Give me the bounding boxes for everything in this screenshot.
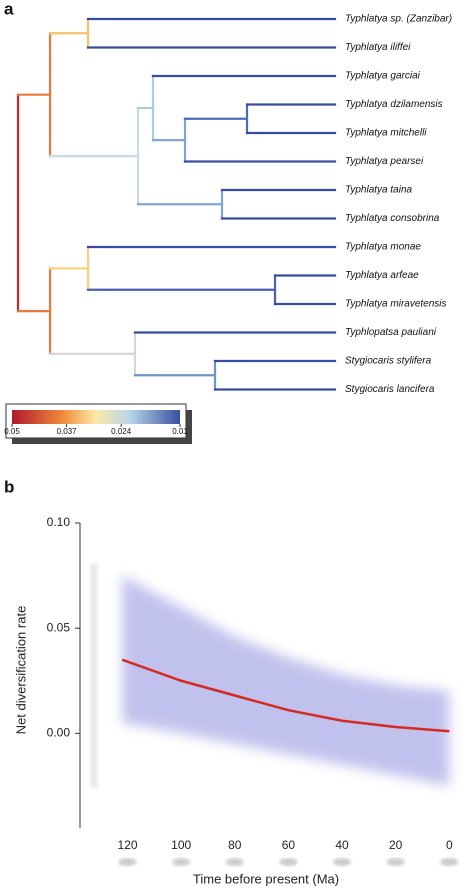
x-tick-label: 40 — [335, 838, 349, 852]
phylogeny: Typhlatya sp. (Zanzibar) Typhlatya iliffe… — [15, 14, 452, 395]
x-tick-shadow — [279, 858, 298, 866]
panel-label: b — [4, 477, 14, 496]
x-tick-label: 120 — [118, 838, 138, 852]
colorbar-tick-label: 0.037 — [57, 427, 78, 436]
colorbar — [12, 410, 180, 424]
colorbar-tick-label: 0.01 — [172, 427, 188, 436]
y-tick-label: 0.05 — [47, 620, 71, 634]
panel-label: a — [4, 0, 14, 18]
line — [121, 658, 450, 733]
taxon-label: Typhlatya pearsei — [345, 156, 424, 167]
x-tick-label: 0 — [446, 838, 453, 852]
taxon-label: Stygiocaris stylifera — [345, 356, 432, 367]
x-tick-shadow — [118, 858, 137, 866]
x-tick-shadow — [333, 858, 352, 866]
x-tick-shadow — [386, 858, 405, 866]
taxon-label: Typhlatya garciai — [345, 71, 421, 82]
x-tick-label: 80 — [228, 838, 242, 852]
y-tick-label: 0.00 — [47, 726, 71, 740]
taxon-label: Typhlatya dzilamensis — [345, 99, 443, 110]
y-tick-label: 0.10 — [47, 515, 71, 529]
x-axis-title: Time before present (Ma) — [193, 871, 339, 886]
confidence-band — [122, 575, 450, 786]
colorbar-tick-label: 0.05 — [4, 427, 20, 436]
taxon-label: Stygiocaris lancifera — [345, 384, 435, 395]
x-tick-shadow — [172, 858, 191, 866]
y-axis-title: Net diversification rate — [13, 606, 28, 735]
x-tick-label: 100 — [171, 838, 191, 852]
taxon-label: Typhlatya mitchelli — [345, 128, 427, 139]
x-tick-shadow — [440, 858, 459, 866]
x-tick-label: 60 — [282, 838, 296, 852]
taxon-label: Typhlopatsa pauliani — [345, 327, 437, 338]
taxon-label: Typhlatya taina — [345, 185, 413, 196]
taxon-label: Typhlatya sp. (Zanzibar) — [345, 14, 452, 25]
x-tick-shadow — [225, 858, 244, 866]
start-band — [90, 563, 98, 788]
taxon-label: Typhlatya miravetensis — [345, 299, 447, 310]
taxon-label: Typhlatya arfeae — [345, 270, 419, 281]
colorbar-tick-label: 0.024 — [111, 427, 132, 436]
taxon-label: Typhlatya consobrina — [345, 213, 440, 224]
taxon-label: Typhlatya iliffei — [345, 42, 411, 53]
x-tick-label: 20 — [389, 838, 403, 852]
taxon-label: Typhlatya monae — [345, 242, 421, 253]
